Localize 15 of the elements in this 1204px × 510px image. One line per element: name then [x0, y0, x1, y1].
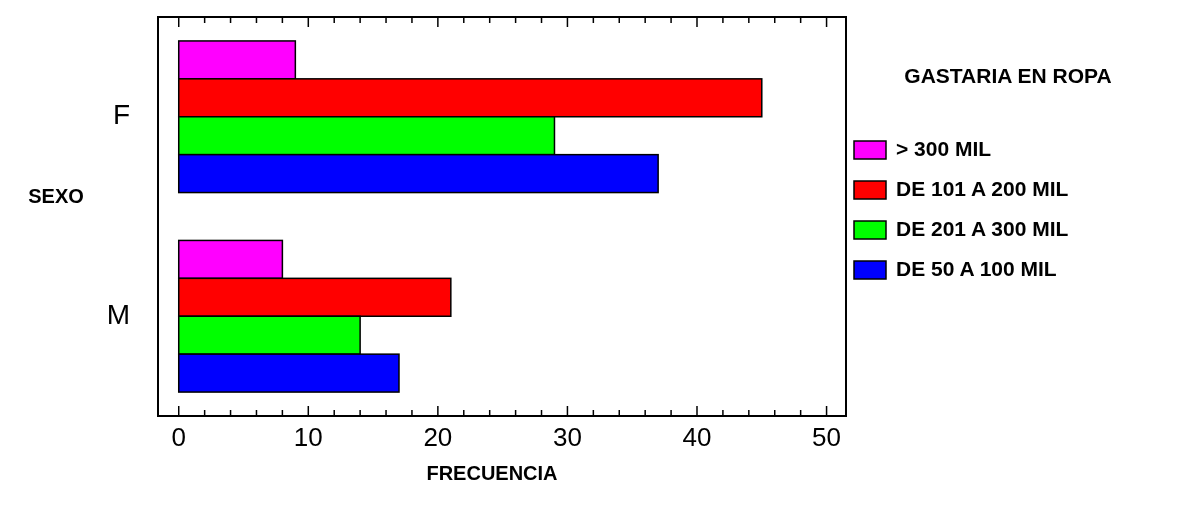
x-tick-label: 30	[552, 421, 582, 452]
legend-title: GASTARIA EN ROPA	[904, 63, 1112, 87]
x-tick-label: 50	[812, 421, 842, 452]
y-tick-label: M	[106, 298, 130, 330]
legend-label: DE 201 A 300 MIL	[896, 216, 1069, 240]
x-axis-title: FRECUENCIA	[426, 462, 558, 485]
legend-label: > 300 MIL	[896, 136, 992, 160]
x-tick-label: 0	[171, 421, 186, 452]
x-tick-label: 20	[423, 421, 453, 452]
x-tick-label: 10	[293, 421, 323, 452]
legend-label: DE 101 A 200 MIL	[896, 176, 1069, 200]
y-axis-title: SEXO	[28, 185, 84, 208]
x-tick-label: 40	[682, 421, 712, 452]
y-tick-label: F	[112, 99, 130, 131]
legend-label: DE 50 A 100 MIL	[896, 256, 1057, 280]
